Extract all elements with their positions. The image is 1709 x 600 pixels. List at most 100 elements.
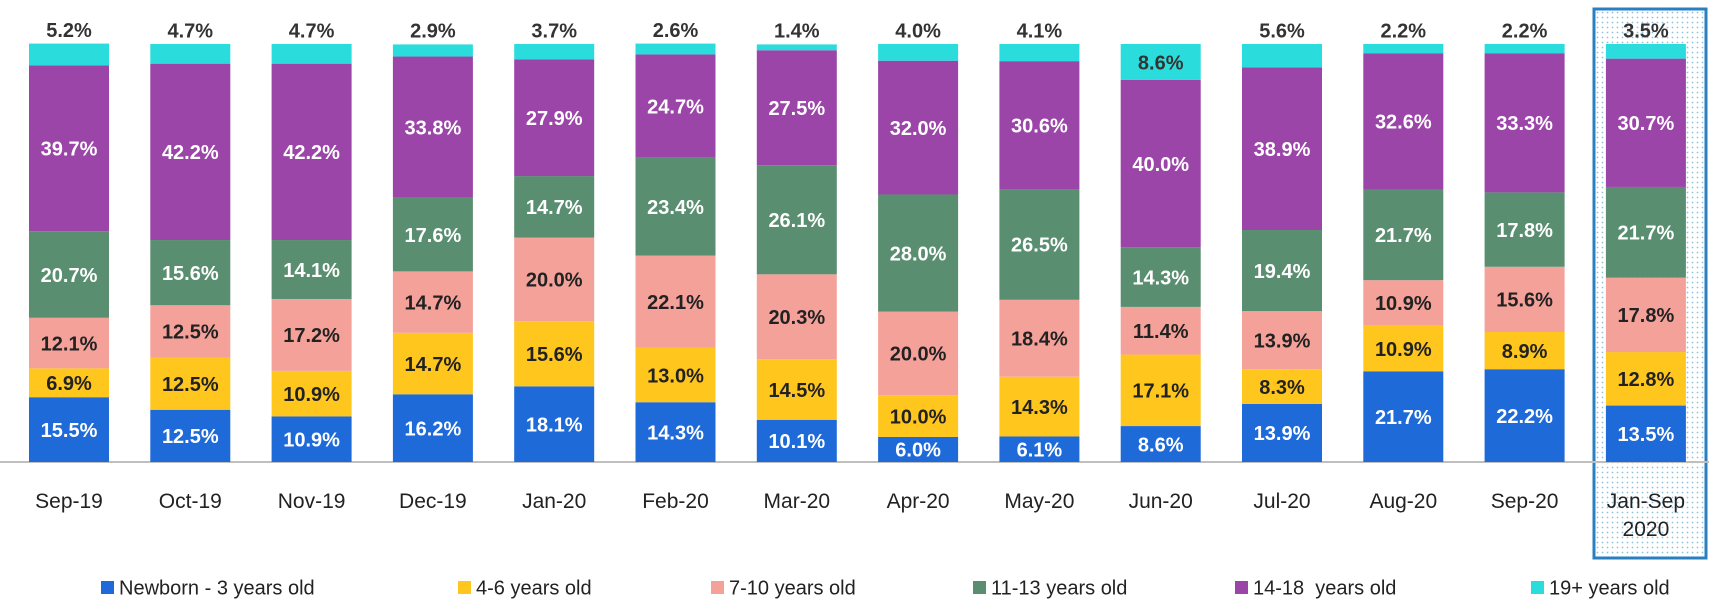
bar-segment (1605, 186, 1686, 278)
value-label: 26.5% (1011, 235, 1068, 257)
value-label: 3.5% (1623, 20, 1669, 42)
bar-segment (150, 44, 231, 64)
value-label: 8.3% (1259, 377, 1305, 399)
bar-segment (1120, 306, 1201, 355)
bar-segment (1605, 44, 1686, 59)
bar-segment (635, 54, 716, 158)
bar-segment (1120, 247, 1201, 307)
legend-marker (973, 581, 986, 594)
bar-segment (271, 44, 352, 64)
bar-segment (878, 436, 959, 462)
value-label: 12.5% (162, 322, 219, 344)
value-label: 19.4% (1254, 261, 1311, 283)
value-label: 15.5% (41, 420, 98, 442)
value-label: 8.6% (1138, 52, 1184, 74)
value-label: 14.3% (1011, 397, 1068, 419)
bar-segment (1120, 79, 1201, 248)
bar-segment (150, 63, 231, 241)
bar-segment (635, 402, 716, 462)
value-label: 10.9% (283, 384, 340, 406)
value-label: 23.4% (647, 197, 704, 219)
value-label: 38.9% (1254, 139, 1311, 161)
value-label: 6.9% (46, 373, 92, 395)
bar-segment (1605, 58, 1686, 187)
bar-segment (150, 240, 231, 306)
value-label: 21.7% (1618, 223, 1675, 245)
value-label: 33.3% (1496, 113, 1553, 135)
bar-segment (635, 347, 716, 403)
bar-segment (1242, 44, 1322, 68)
value-label: 6.0% (895, 440, 941, 462)
bar-segment (29, 397, 109, 462)
value-label: 13.0% (647, 365, 704, 387)
value-label: 4.7% (168, 20, 214, 42)
value-label: 24.7% (647, 96, 704, 118)
bar-segment (271, 63, 352, 241)
value-label: 17.1% (1132, 381, 1189, 403)
value-label: 32.6% (1375, 112, 1432, 134)
bar-segment (514, 386, 595, 462)
value-label: 26.1% (768, 210, 825, 232)
bar-segment (878, 194, 959, 312)
legend-label: 7-10 years old (729, 577, 856, 599)
bar-segment (29, 231, 109, 318)
bar-segment (150, 305, 231, 358)
x-tick-label: Apr-20 (886, 490, 950, 513)
value-label: 2.9% (410, 21, 456, 43)
value-label: 22.1% (647, 292, 704, 314)
bar-segment (1484, 332, 1565, 370)
value-label: 8.9% (1502, 341, 1548, 363)
x-tick-label: Feb-20 (642, 490, 709, 513)
x-tick-label: Nov-19 (277, 490, 346, 513)
value-label: 17.6% (405, 225, 462, 247)
bar-segment (1363, 280, 1444, 326)
bar-segment (1363, 371, 1444, 462)
bar-segment (1484, 192, 1565, 267)
bar-segment (29, 65, 109, 232)
bar-segment (150, 409, 231, 462)
value-label: 14.5% (768, 380, 825, 402)
bar-segment (392, 332, 473, 395)
bar-segment (635, 255, 716, 348)
value-label: 21.7% (1375, 407, 1432, 429)
value-label: 5.6% (1259, 20, 1305, 42)
legend-label: 11-13 years old (991, 577, 1127, 599)
value-label: 17.8% (1618, 305, 1675, 327)
bar-segment (392, 56, 473, 198)
bar-segment (150, 357, 231, 410)
legend-label: Newborn - 3 years old (119, 577, 315, 599)
bar-segment (1363, 44, 1444, 54)
value-label: 12.5% (162, 426, 219, 448)
bar-segment (392, 271, 473, 333)
value-label: 27.5% (768, 98, 825, 120)
x-tick-label: Dec-19 (399, 490, 467, 513)
legend-marker (101, 581, 114, 594)
value-label: 2.6% (653, 20, 699, 42)
value-label: 14.7% (405, 292, 462, 314)
value-label: 17.8% (1496, 220, 1553, 242)
bar-segment (271, 370, 352, 417)
bar-segment (1242, 311, 1322, 370)
bar-segment (635, 43, 716, 55)
value-label: 10.9% (283, 430, 340, 452)
value-label: 10.9% (1375, 339, 1432, 361)
x-tick-label: Aug-20 (1369, 490, 1438, 513)
x-tick-label: Sep-19 (35, 490, 103, 513)
value-label: 4.0% (895, 20, 941, 42)
value-label: 15.6% (526, 344, 583, 366)
value-label: 33.8% (405, 117, 462, 139)
bar-segment (271, 416, 352, 462)
x-tick-label: May-20 (1004, 490, 1075, 513)
bar-segment (756, 359, 837, 420)
bar-segment (999, 376, 1080, 437)
value-label: 18.1% (526, 414, 583, 436)
value-label: 18.4% (1011, 329, 1068, 351)
value-label: 20.7% (41, 265, 98, 287)
bar-segment (29, 43, 109, 66)
value-label: 16.2% (405, 418, 462, 440)
bar-segment (756, 50, 837, 166)
value-label: 27.9% (526, 108, 583, 130)
value-label: 11.4% (1133, 321, 1189, 343)
